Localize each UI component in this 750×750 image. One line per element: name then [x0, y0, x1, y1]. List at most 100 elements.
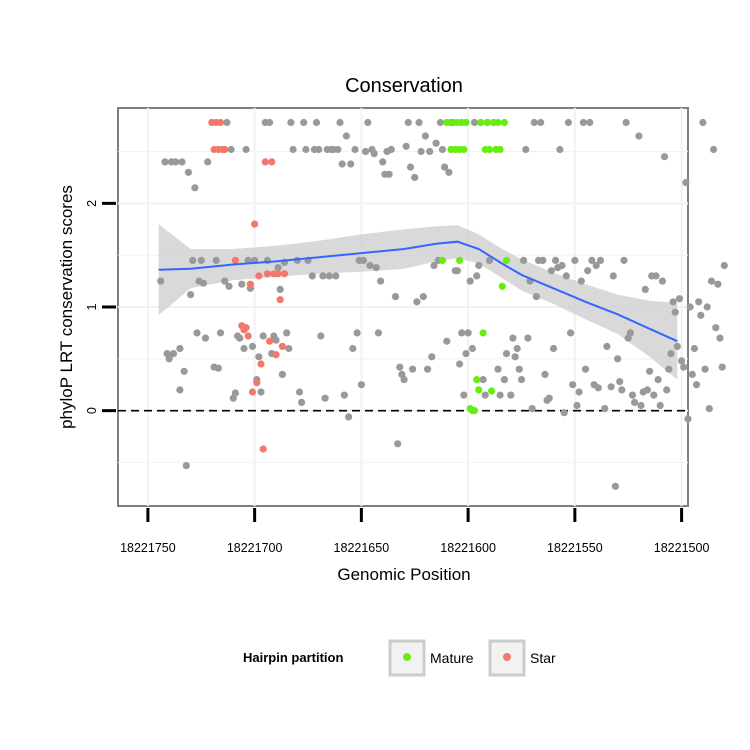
point-other — [710, 145, 718, 154]
point-other — [199, 279, 207, 287]
point-other — [528, 405, 536, 413]
point-other — [456, 360, 464, 368]
point-other — [692, 381, 701, 389]
point-other — [216, 329, 225, 337]
point-other — [370, 150, 378, 158]
plot-panel — [117, 107, 728, 507]
point-other — [470, 118, 479, 127]
point-other — [475, 261, 483, 270]
point-mature — [462, 118, 470, 127]
point-other — [460, 391, 468, 399]
point-other — [675, 295, 684, 303]
point-other — [308, 272, 316, 280]
point-other — [413, 298, 421, 306]
point-other — [441, 163, 449, 171]
point-other — [562, 272, 570, 280]
point-other — [577, 277, 585, 285]
point-other — [515, 365, 523, 373]
point-other — [342, 132, 350, 140]
point-other — [654, 376, 662, 384]
point-other — [517, 376, 526, 384]
point-other — [406, 163, 415, 171]
y-tick-label: 0 — [85, 407, 99, 414]
point-other — [283, 329, 291, 337]
legend-label-mature: Mature — [430, 650, 474, 666]
point-other — [539, 256, 547, 264]
point-star — [274, 270, 282, 278]
point-other — [421, 132, 429, 140]
point-other — [522, 145, 530, 154]
point-other — [594, 384, 602, 392]
point-other — [502, 350, 511, 358]
point-other — [443, 337, 451, 345]
point-other — [428, 353, 436, 361]
point-mature — [500, 118, 508, 127]
point-other — [607, 383, 615, 391]
point-other — [257, 388, 265, 396]
point-other — [295, 388, 304, 396]
point-other — [479, 376, 487, 384]
point-other — [650, 391, 658, 399]
point-other — [496, 391, 504, 399]
point-other — [556, 145, 564, 154]
point-other — [558, 261, 566, 270]
point-other — [300, 118, 308, 127]
legend-swatch-star — [503, 653, 511, 661]
point-mature — [470, 407, 479, 415]
point-other — [500, 376, 508, 384]
legend-key-star — [488, 639, 526, 677]
point-other — [349, 344, 357, 353]
point-other — [575, 388, 583, 396]
point-mature — [438, 256, 447, 264]
point-other — [673, 342, 681, 350]
x-axis: 18221750 18221700 18221650 18221600 18221550… — [120, 508, 709, 555]
point-other — [541, 370, 549, 378]
point-other — [701, 365, 709, 373]
point-other — [272, 336, 280, 344]
legend: Hairpin partition Mature Star — [243, 639, 556, 677]
point-star — [248, 388, 257, 396]
point-star — [276, 296, 284, 304]
point-other — [419, 293, 427, 301]
point-star — [263, 270, 271, 278]
point-other — [302, 145, 310, 154]
point-star — [231, 256, 239, 264]
point-mature — [477, 118, 485, 127]
point-other — [669, 298, 677, 306]
point-other — [601, 405, 609, 413]
point-star — [255, 272, 263, 280]
point-other — [656, 401, 664, 410]
point-other — [417, 147, 425, 156]
point-other — [189, 256, 197, 264]
y-tick-label: 1 — [85, 303, 99, 310]
point-mature — [460, 145, 468, 154]
point-other — [513, 344, 521, 353]
point-other — [581, 365, 590, 373]
point-other — [236, 334, 244, 342]
point-other — [319, 272, 327, 280]
point-other — [278, 370, 286, 378]
point-mature — [502, 256, 511, 264]
point-other — [359, 256, 368, 264]
point-other — [579, 118, 588, 127]
point-star — [253, 379, 261, 387]
point-other — [462, 350, 470, 358]
legend-item-mature: Mature — [388, 639, 474, 677]
point-other — [671, 308, 679, 316]
point-other — [244, 256, 252, 264]
point-other — [402, 142, 410, 150]
point-other — [481, 391, 489, 399]
point-other — [214, 364, 222, 372]
point-other — [445, 168, 453, 176]
point-star — [261, 158, 269, 166]
point-other — [684, 415, 692, 423]
point-other — [720, 261, 728, 270]
point-other — [712, 324, 720, 332]
point-other — [334, 145, 342, 154]
point-other — [351, 145, 359, 154]
point-other — [468, 344, 476, 353]
point-other — [312, 118, 321, 127]
point-other — [182, 462, 190, 470]
point-other — [569, 381, 577, 389]
chart-title: Conservation — [345, 75, 463, 97]
